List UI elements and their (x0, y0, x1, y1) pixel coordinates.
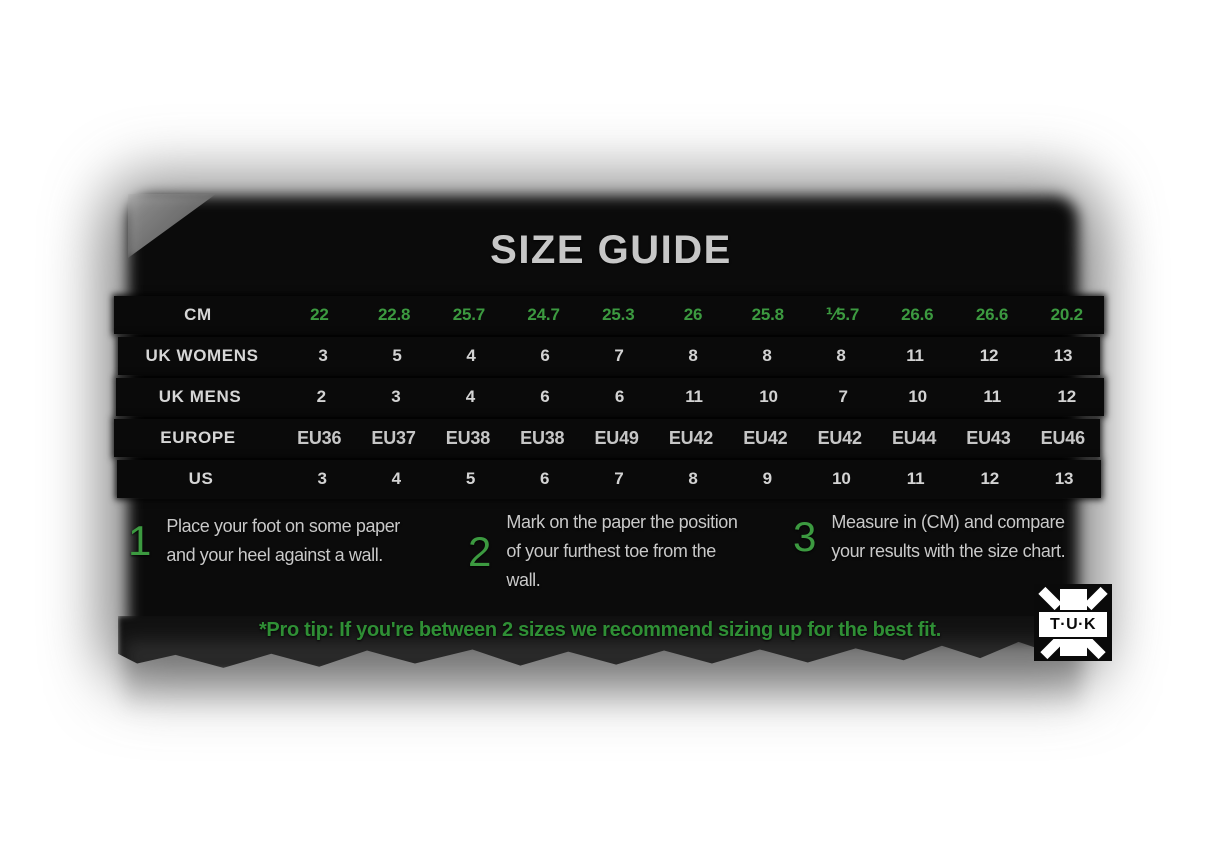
size-cell: 8 (688, 346, 698, 365)
logo-cross-horizontal: T·U·K (1037, 610, 1109, 639)
table-row-cm: CM 22 22.8 25.7 24.7 25.3 26 25.8 ⅟5.7 2… (114, 296, 1104, 334)
row-label: EUROPE (160, 428, 236, 447)
size-cell: 26.6 (901, 305, 934, 324)
size-cell: 11 (906, 469, 925, 488)
size-cell: 4 (391, 469, 401, 488)
size-cell: 4 (465, 387, 475, 406)
logo-text: T·U·K (1049, 615, 1097, 633)
size-cell: EU46 (1040, 427, 1085, 448)
row-label: UK MENS (158, 387, 242, 406)
step-text: Mark on the paper the position of your f… (506, 512, 738, 590)
table-row-europe: EUROPE EU36 EU37 EU38 EU38 EU49 EU42 EU4… (114, 419, 1100, 457)
table-row-uk-mens: UK MENS 2 3 4 6 6 11 10 7 10 11 12 (116, 378, 1104, 416)
pro-tip: *Pro tip: If you're between 2 sizes we r… (258, 619, 942, 641)
size-cell: EU37 (371, 427, 416, 448)
size-cell: 8 (762, 346, 772, 365)
size-cell: 11 (685, 387, 703, 406)
size-cell: 6 (540, 469, 550, 488)
size-cell: 7 (614, 346, 624, 365)
size-cell: 4 (466, 346, 476, 365)
size-cell: 3 (318, 346, 328, 365)
size-cell: 13 (1053, 346, 1073, 365)
table-row-us: US 3 4 5 6 7 8 9 10 11 12 13 (117, 460, 1101, 498)
size-cell: 7 (838, 387, 848, 406)
size-cell: 10 (759, 387, 778, 406)
size-cell: 12 (1057, 387, 1076, 406)
tuk-logo-icon: T·U·K (1034, 584, 1112, 661)
size-cell: 25.8 (751, 305, 784, 324)
logo-ray-top-right (1084, 586, 1108, 611)
size-cell: 12 (980, 469, 1000, 488)
size-cell: 26.6 (975, 305, 1009, 324)
size-cell: 5 (465, 469, 476, 488)
size-cell: 5 (392, 346, 402, 365)
step-3: 3 Measure in (CM) and compare your resul… (793, 508, 1069, 566)
size-cell: 24.7 (527, 305, 560, 324)
size-cell: 6 (540, 346, 550, 365)
size-cell: 10 (832, 469, 851, 488)
row-label: US (188, 469, 214, 488)
size-cell: 2 (316, 387, 326, 406)
step-number: 1 (128, 517, 152, 564)
bottom-shadow (125, 642, 1081, 714)
size-cell: 11 (983, 387, 1001, 406)
size-cell: EU38 (520, 427, 565, 448)
size-cell: 22.8 (377, 305, 411, 324)
step-number: 3 (793, 513, 817, 560)
size-cell: 20.2 (1050, 305, 1083, 324)
size-cell: 8 (836, 346, 846, 365)
table-row-uk-womens: UK WOMENS 3 5 4 6 7 8 8 8 11 12 13 (118, 337, 1100, 375)
size-cell: 9 (762, 469, 772, 488)
size-cell: EU42 (817, 427, 862, 448)
size-cell: 25.3 (602, 305, 635, 324)
step-2: 2 Mark on the paper the position of your… (468, 508, 754, 595)
step-1: 1 Place your foot on some paper and your… (128, 512, 406, 570)
size-cell: 10 (908, 387, 927, 406)
size-cell: 11 (906, 346, 924, 365)
step-text: Place your foot on some paper and your h… (166, 516, 400, 565)
size-cell: EU42 (668, 427, 714, 448)
page-title: SIZE GUIDE (490, 228, 732, 272)
step-text: Measure in (CM) and compare your results… (831, 512, 1066, 561)
size-cell: EU36 (297, 427, 342, 448)
size-cell: 12 (979, 346, 999, 365)
size-cell: 22 (310, 305, 329, 324)
size-cell: EU38 (445, 427, 491, 448)
size-cell: 8 (688, 469, 698, 488)
size-cell: 13 (1054, 469, 1074, 488)
row-label: CM (184, 305, 212, 324)
size-cell: ⅟5.7 (825, 305, 860, 324)
size-cell: 25.7 (452, 305, 485, 324)
size-cell: EU43 (966, 427, 1011, 448)
size-cell: 6 (540, 387, 550, 406)
size-cell: EU42 (743, 427, 788, 448)
size-cell: EU49 (594, 427, 639, 448)
size-cell: 7 (614, 469, 624, 488)
row-label: UK WOMENS (145, 346, 259, 365)
step-number: 2 (468, 527, 492, 575)
logo-ray-top-left (1038, 586, 1062, 611)
size-cell: EU44 (891, 427, 937, 448)
size-cell: 3 (391, 387, 401, 406)
size-cell: 3 (317, 469, 327, 488)
size-cell: 26 (683, 305, 703, 324)
size-cell: 6 (614, 387, 625, 406)
